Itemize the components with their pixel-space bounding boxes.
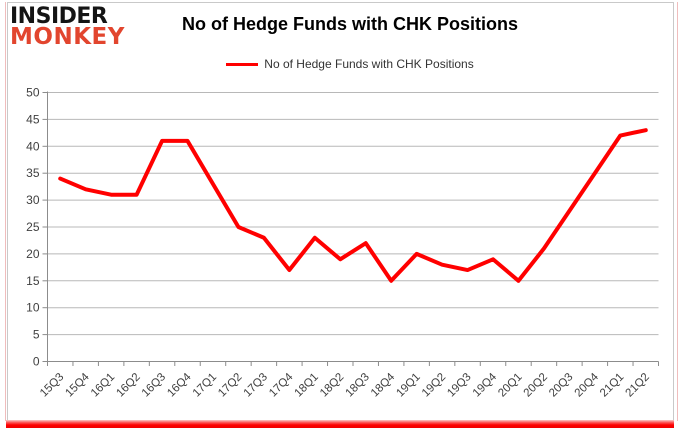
- x-axis-label: 20Q3: [547, 371, 575, 399]
- x-axis-label: 15Q4: [63, 371, 92, 400]
- x-axis-label: 15Q3: [38, 371, 66, 399]
- legend: No of Hedge Funds with CHK Positions: [20, 57, 680, 71]
- insider-monkey-logo: INSIDER MONKEY: [10, 4, 125, 51]
- x-axis-label: 20Q2: [522, 371, 550, 399]
- data-series-line: [58, 128, 648, 283]
- logo-text-monkey: MONKEY: [10, 24, 125, 51]
- legend-label: No of Hedge Funds with CHK Positions: [264, 57, 474, 71]
- x-axis-label: 18Q4: [369, 371, 398, 400]
- x-axis-label: 21Q1: [598, 371, 626, 399]
- legend-line-swatch: [226, 62, 259, 66]
- x-axis-label: 19Q1: [394, 371, 422, 399]
- y-axis-tick-label: 30: [26, 193, 40, 207]
- outer-border-left: [5, 2, 6, 421]
- outer-border-right: [677, 2, 678, 421]
- y-axis-tick-label: 25: [26, 220, 40, 234]
- x-axis-label: 17Q4: [267, 371, 296, 400]
- x-axis-label: 17Q3: [242, 371, 270, 399]
- x-axis-label: 16Q4: [165, 371, 194, 400]
- x-axis-label: 17Q2: [216, 371, 244, 399]
- y-axis-tick-label: 40: [26, 139, 40, 153]
- x-axis-label: 19Q3: [445, 371, 473, 399]
- x-axis-label: 19Q2: [420, 371, 448, 399]
- x-axis-label: 20Q4: [573, 371, 602, 400]
- y-axis-tick-label: 45: [26, 112, 40, 126]
- x-axis-label: 17Q1: [191, 371, 219, 399]
- bottom-accent-bar: [6, 420, 674, 428]
- x-axis-label: 21Q2: [624, 371, 652, 399]
- x-axis-label: 18Q1: [293, 371, 321, 399]
- y-axis-tick-label: 15: [26, 274, 40, 288]
- y-axis-tick-label: 35: [26, 166, 40, 180]
- x-axis-label: 20Q1: [496, 371, 524, 399]
- x-axis-label: 18Q3: [343, 371, 371, 399]
- y-axis-tick-label: 0: [33, 355, 40, 369]
- x-axis-label: 16Q1: [89, 371, 117, 399]
- x-axis-label: 19Q4: [471, 371, 500, 400]
- chart-frame: [7, 2, 674, 420]
- y-axis-tick-label: 10: [26, 301, 40, 315]
- chart-title: No of Hedge Funds with CHK Positions: [182, 14, 518, 34]
- x-axis-label: 16Q3: [140, 371, 168, 399]
- logo-text-insider: INSIDER: [10, 4, 108, 29]
- x-axis-label: 16Q2: [114, 371, 142, 399]
- y-axis-tick-label: 50: [26, 86, 40, 100]
- y-axis-tick-label: 20: [26, 247, 40, 261]
- y-axis-tick-label: 5: [33, 328, 40, 342]
- x-axis-label: 18Q2: [318, 371, 346, 399]
